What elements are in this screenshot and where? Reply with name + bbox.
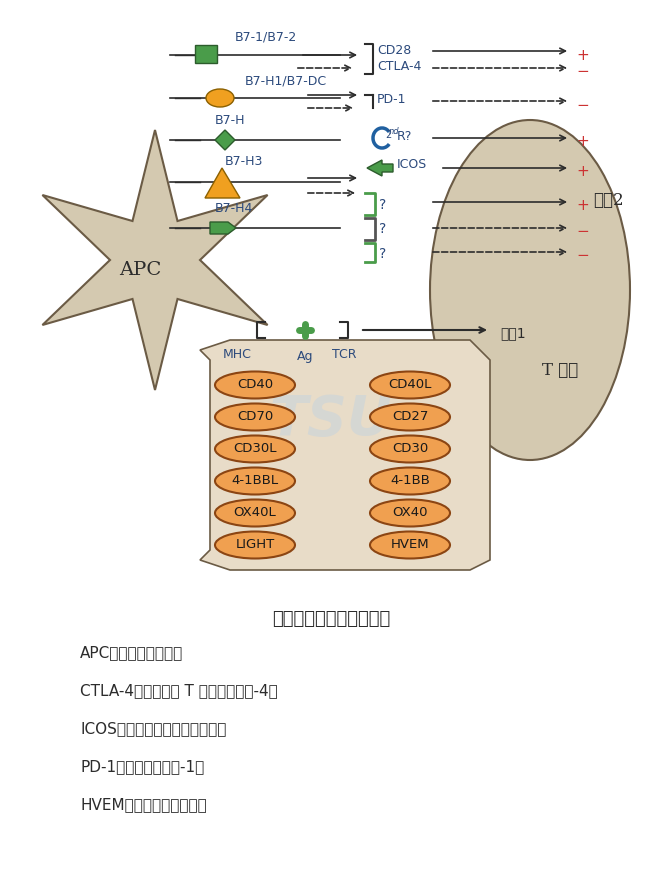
- Text: B7-H1/B7-DC: B7-H1/B7-DC: [245, 74, 327, 87]
- Ellipse shape: [430, 120, 630, 460]
- Text: APC：抗原提呈细胞；: APC：抗原提呈细胞；: [80, 645, 183, 660]
- Ellipse shape: [215, 532, 295, 559]
- Text: ICOS: ICOS: [397, 158, 427, 171]
- Text: −: −: [576, 64, 589, 79]
- Text: CD70: CD70: [237, 410, 273, 423]
- Text: 信号1: 信号1: [500, 326, 526, 340]
- PathPatch shape: [200, 340, 490, 570]
- Text: TSU: TSU: [269, 393, 393, 447]
- Text: ?: ?: [379, 198, 386, 212]
- Ellipse shape: [370, 435, 450, 462]
- Text: ICOS：可诱导的协同刺激分子；: ICOS：可诱导的协同刺激分子；: [80, 721, 226, 736]
- Ellipse shape: [206, 89, 234, 107]
- Text: CD30L: CD30L: [233, 442, 277, 455]
- Text: TCR: TCR: [332, 348, 356, 361]
- Ellipse shape: [370, 532, 450, 559]
- Text: +: +: [576, 135, 589, 149]
- Text: nd: nd: [389, 127, 400, 136]
- Text: ?: ?: [379, 247, 386, 261]
- Ellipse shape: [215, 468, 295, 494]
- Text: PD-1: PD-1: [377, 93, 406, 106]
- Ellipse shape: [370, 372, 450, 399]
- Text: −: −: [576, 97, 589, 112]
- Text: 2: 2: [385, 130, 391, 140]
- Text: CD28: CD28: [377, 44, 411, 57]
- Text: B7-1/B7-2: B7-1/B7-2: [235, 30, 297, 43]
- Text: HVEM: HVEM: [391, 539, 430, 552]
- Text: CD30: CD30: [392, 442, 428, 455]
- PathPatch shape: [205, 168, 240, 198]
- Ellipse shape: [370, 500, 450, 527]
- Text: 淋巴细胞激活需要双信号: 淋巴细胞激活需要双信号: [272, 610, 390, 628]
- Text: PD-1：程序死亡配体-1；: PD-1：程序死亡配体-1；: [80, 759, 205, 774]
- Text: T 细胞: T 细胞: [542, 362, 578, 379]
- Text: R?: R?: [397, 130, 412, 143]
- Ellipse shape: [215, 435, 295, 462]
- Ellipse shape: [370, 468, 450, 494]
- Text: HVEM：疱疹病毒进人介质: HVEM：疱疹病毒进人介质: [80, 797, 207, 812]
- Text: CD40L: CD40L: [389, 379, 432, 392]
- Ellipse shape: [215, 500, 295, 527]
- PathPatch shape: [210, 222, 236, 234]
- Text: MHC: MHC: [222, 348, 252, 361]
- Text: +: +: [576, 198, 589, 214]
- Bar: [195, 45, 217, 63]
- Text: OX40: OX40: [393, 507, 428, 520]
- Text: B7-H4: B7-H4: [215, 202, 254, 215]
- PathPatch shape: [215, 130, 235, 150]
- Text: +: +: [576, 164, 589, 180]
- Text: ?: ?: [379, 222, 386, 236]
- Text: CTLA-4: CTLA-4: [377, 60, 422, 73]
- Text: −: −: [576, 249, 589, 263]
- Text: B7-H3: B7-H3: [225, 155, 263, 168]
- Text: CD40: CD40: [237, 379, 273, 392]
- Text: 信号2: 信号2: [592, 191, 624, 209]
- PathPatch shape: [42, 130, 267, 390]
- Text: OX40L: OX40L: [234, 507, 276, 520]
- Ellipse shape: [215, 372, 295, 399]
- Text: APC: APC: [119, 261, 161, 279]
- Text: Ag: Ag: [297, 350, 313, 363]
- Text: CTLA-4：细胞毒性 T 细胞相关抗原-4；: CTLA-4：细胞毒性 T 细胞相关抗原-4；: [80, 683, 278, 698]
- Text: LIGHT: LIGHT: [236, 539, 275, 552]
- Text: CD27: CD27: [392, 410, 428, 423]
- Text: −: −: [576, 224, 589, 240]
- Text: 4-1BBL: 4-1BBL: [232, 474, 279, 488]
- Text: B7-H: B7-H: [215, 114, 246, 127]
- Ellipse shape: [215, 403, 295, 430]
- Text: 4-1BB: 4-1BB: [390, 474, 430, 488]
- Text: +: +: [576, 48, 589, 63]
- PathPatch shape: [367, 160, 393, 176]
- Ellipse shape: [370, 403, 450, 430]
